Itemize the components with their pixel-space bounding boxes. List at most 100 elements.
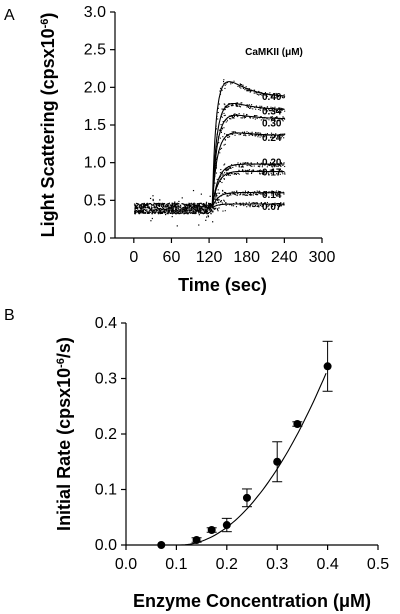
baseline-dot xyxy=(150,208,153,210)
panel-a-legend-title: CaMKII (μM) xyxy=(245,47,303,58)
series-dot-0.34 xyxy=(231,105,233,107)
series-dot-0.24 xyxy=(220,147,223,149)
baseline-dot xyxy=(197,204,199,207)
series-dot-0.24 xyxy=(281,133,283,135)
baseline-dot xyxy=(157,213,160,215)
series-dot-0.30 xyxy=(261,117,264,119)
series-dot-0.34 xyxy=(235,103,238,105)
baseline-dot xyxy=(146,210,148,212)
series-dot-0.24 xyxy=(261,135,263,137)
baseline-dot xyxy=(175,209,177,211)
baseline-dot xyxy=(173,211,176,214)
series-dot-0.24 xyxy=(214,175,216,177)
series-dot-0.14 xyxy=(266,190,268,193)
series-dot-0.24 xyxy=(251,134,253,136)
series-dot-0.14 xyxy=(234,193,236,195)
baseline-dot xyxy=(145,209,147,211)
series-dot-0.24 xyxy=(251,131,253,133)
series-dot-0.40 xyxy=(259,91,261,93)
baseline-dot xyxy=(158,211,160,213)
series-dot-0.24 xyxy=(268,134,270,136)
series-dot-0.20 xyxy=(238,165,240,167)
baseline-dot xyxy=(192,189,195,192)
series-dot-0.14 xyxy=(271,194,273,196)
baseline-dot xyxy=(189,208,191,210)
series-dot-0.34 xyxy=(270,110,272,112)
series-dot-0.40 xyxy=(219,90,221,92)
baseline-dot xyxy=(176,204,178,206)
series-dot-0.07 xyxy=(225,204,227,206)
series-dot-0.20 xyxy=(229,167,231,169)
series-dot-0.30 xyxy=(223,127,225,129)
series-dot-0.40 xyxy=(217,118,219,120)
baseline-dot xyxy=(207,207,210,209)
baseline-dot xyxy=(180,210,183,212)
series-dot-0.07 xyxy=(250,203,252,205)
baseline-dot xyxy=(209,210,212,212)
baseline-dot xyxy=(198,203,200,205)
series-dot-0.24 xyxy=(243,133,245,135)
baseline-dot xyxy=(212,211,214,213)
baseline-dot xyxy=(145,204,147,207)
series-dot-0.14 xyxy=(264,191,266,193)
series-dot-0.40 xyxy=(253,92,255,94)
series-dot-0.17 xyxy=(229,174,231,176)
baseline-dot xyxy=(192,205,194,207)
series-dot-0.14 xyxy=(243,194,245,196)
series-dot-0.14 xyxy=(259,193,262,195)
baseline-dot xyxy=(178,211,181,213)
series-dot-0.17 xyxy=(235,173,237,176)
baseline-dot xyxy=(133,203,136,205)
series-dot-0.30 xyxy=(233,114,235,116)
series-dot-0.30 xyxy=(279,119,281,121)
series-dot-0.34 xyxy=(269,110,272,112)
series-dot-0.17 xyxy=(226,173,228,175)
series-dot-0.07 xyxy=(217,201,219,203)
baseline-dot xyxy=(155,212,157,214)
series-dot-0.14 xyxy=(217,197,219,199)
series-dot-0.20 xyxy=(249,163,251,165)
series-dot-0.07 xyxy=(224,210,226,212)
series-dot-0.14 xyxy=(255,193,257,196)
series-dot-0.14 xyxy=(252,191,254,193)
series-dot-0.17 xyxy=(273,170,275,172)
series-dot-0.24 xyxy=(271,136,274,138)
baseline-dot xyxy=(181,211,183,213)
series-dot-0.17 xyxy=(259,169,261,171)
series-dot-0.40 xyxy=(259,93,262,95)
data-point xyxy=(206,526,217,535)
series-dot-0.20 xyxy=(263,163,265,165)
series-dot-0.24 xyxy=(260,133,262,135)
series-dot-0.14 xyxy=(242,191,244,193)
baseline-dot xyxy=(176,212,178,214)
series-dot-0.20 xyxy=(250,163,252,165)
series-dot-0.20 xyxy=(230,167,232,169)
series-dot-0.34 xyxy=(235,105,237,107)
baseline-dot xyxy=(173,202,175,205)
baseline-dot xyxy=(184,203,186,205)
series-dot-0.14 xyxy=(228,194,230,196)
baseline-dot xyxy=(193,210,195,213)
series-dot-0.14 xyxy=(253,193,255,195)
series-dot-0.07 xyxy=(212,202,214,204)
series-dot-0.07 xyxy=(256,202,258,204)
series-dot-0.30 xyxy=(236,115,238,117)
series-dot-0.17 xyxy=(223,177,225,180)
series-dot-0.30 xyxy=(233,115,235,117)
panel-a-x-tick-label: 180 xyxy=(233,249,260,266)
baseline-dot xyxy=(175,206,177,208)
series-dot-0.24 xyxy=(254,134,256,136)
baseline-dot xyxy=(161,206,164,208)
baseline-dot xyxy=(199,202,201,204)
series-dot-0.17 xyxy=(237,172,239,174)
series-dot-0.40 xyxy=(239,83,241,85)
series-dot-0.07 xyxy=(258,206,260,208)
baseline-dot xyxy=(188,203,190,205)
baseline-dot xyxy=(193,204,195,206)
series-dot-0.07 xyxy=(254,205,256,207)
series-dot-0.24 xyxy=(224,139,226,141)
baseline-dot xyxy=(202,208,204,210)
series-dot-0.30 xyxy=(254,116,256,118)
series-dot-0.34 xyxy=(261,105,263,107)
series-dot-0.40 xyxy=(242,84,244,86)
